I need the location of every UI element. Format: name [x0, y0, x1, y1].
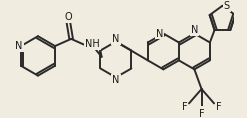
- Text: O: O: [65, 12, 72, 22]
- Text: N: N: [112, 34, 120, 44]
- Text: F: F: [182, 102, 187, 112]
- Text: N: N: [112, 75, 120, 85]
- Text: S: S: [224, 1, 230, 11]
- Text: N: N: [15, 41, 23, 51]
- Text: N: N: [191, 25, 198, 35]
- Text: NH: NH: [85, 39, 100, 49]
- Text: N: N: [156, 29, 164, 38]
- Text: F: F: [216, 102, 221, 112]
- Text: F: F: [199, 109, 204, 118]
